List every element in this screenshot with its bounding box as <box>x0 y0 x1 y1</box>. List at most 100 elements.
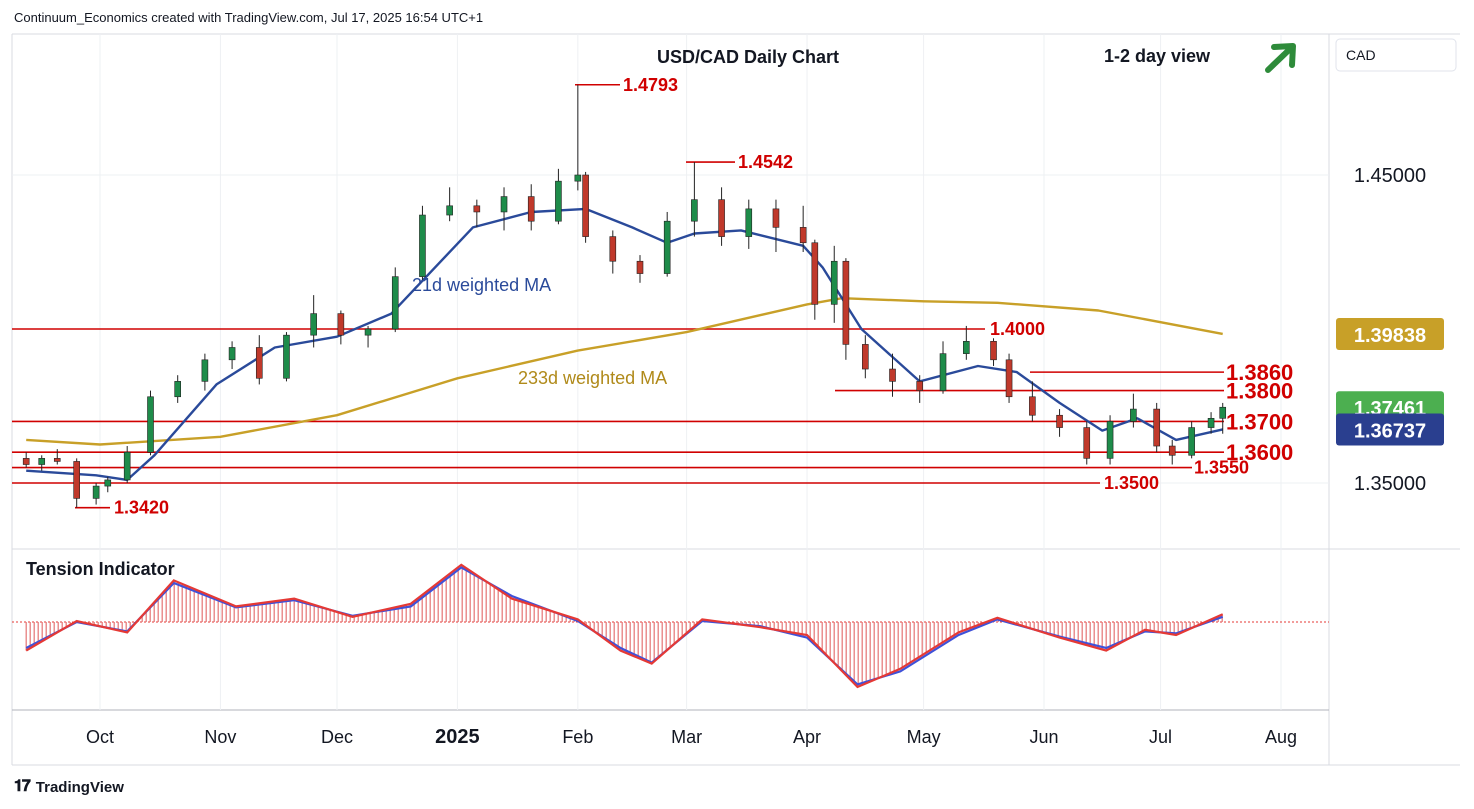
chart-title: USD/CAD Daily Chart <box>657 47 839 67</box>
x-tick-label: Jul <box>1149 727 1172 747</box>
candle-body <box>22 458 30 465</box>
candle-body <box>636 260 644 274</box>
level-label: 1.4000 <box>990 319 1045 339</box>
tension-slow-line <box>25 566 1224 686</box>
up-right-arrow-icon <box>1265 43 1296 73</box>
candle-body <box>446 205 453 216</box>
level-label: 1.4542 <box>738 152 793 172</box>
ma233-path <box>26 297 1223 446</box>
view-label: 1-2 day view <box>1104 46 1211 66</box>
level-label: 1.3860 <box>1226 360 1293 385</box>
y-tick-label: 1.45000 <box>1354 165 1426 187</box>
x-tick-label: Mar <box>671 727 702 747</box>
level-label: 1.3420 <box>114 498 169 518</box>
candles <box>22 84 1227 508</box>
x-tick-label: 2025 <box>435 726 480 748</box>
price-tag-box <box>1336 413 1444 446</box>
level-label: 1.3500 <box>1104 473 1159 493</box>
x-tick-label: Feb <box>562 727 593 747</box>
tension-indicator <box>12 563 1329 689</box>
price-tag-label: 1.39838 <box>1354 325 1426 347</box>
level-label: 1.3600 <box>1226 440 1293 465</box>
candle-body <box>473 205 481 213</box>
candle-body <box>364 328 372 336</box>
candle-body <box>916 381 924 391</box>
candle-body <box>1168 445 1176 456</box>
candle-body <box>201 359 209 382</box>
candle-body <box>990 341 997 361</box>
level-label: 1.4793 <box>623 75 678 95</box>
ma21-annotation: 21d weighted MA <box>412 275 551 295</box>
tension-fast-line <box>25 563 1224 689</box>
tradingview-logo-icon: 𝟏𝟕 <box>14 778 31 795</box>
candle-body <box>555 180 562 222</box>
level-label: 1.3800 <box>1226 379 1293 404</box>
candle-body <box>38 458 46 465</box>
candle-body <box>582 174 589 237</box>
x-tick-label: Apr <box>793 727 821 747</box>
candle-body <box>310 313 317 336</box>
candle-body <box>963 341 970 354</box>
x-tick-label: Jun <box>1030 727 1059 747</box>
candle-body <box>255 347 263 379</box>
level-label: 1.3550 <box>1194 458 1249 478</box>
y-tick-label: 1.35000 <box>1354 473 1426 495</box>
candle-body <box>174 381 181 398</box>
candle-body <box>1056 414 1063 428</box>
x-axis-ticks: Oct Nov Dec 2025 Feb Mar Apr May Jun Jul Aug <box>86 726 1297 748</box>
candle-body <box>73 461 80 499</box>
tension-title: Tension Indicator <box>26 559 175 579</box>
candle-body <box>811 242 819 305</box>
candle-body <box>1207 418 1215 428</box>
candle-body <box>104 479 112 487</box>
y-axis-ticks: 1.45000 1.35000 <box>1354 165 1426 495</box>
ma233-line <box>26 297 1223 446</box>
x-tick-label: May <box>907 727 941 747</box>
level-label: 1.3700 <box>1226 409 1293 434</box>
candle-body <box>830 260 838 305</box>
candle-body <box>1188 427 1195 456</box>
x-tick-label: Dec <box>321 727 353 747</box>
candle-body <box>862 344 869 370</box>
x-tick-label: Oct <box>86 727 114 747</box>
currency-label: CAD <box>1346 47 1376 63</box>
price-tag-box <box>1336 317 1444 350</box>
x-tick-label: Nov <box>204 727 236 747</box>
candle-body <box>123 451 131 481</box>
candle-body <box>527 196 535 222</box>
candle-body <box>1029 396 1036 416</box>
candle-body <box>574 174 582 182</box>
candle-body <box>799 227 807 244</box>
candle-body <box>609 236 617 262</box>
candle-body <box>500 196 508 213</box>
price-tag-label: 1.36737 <box>1354 421 1426 443</box>
candle-body <box>92 485 100 499</box>
candle-body <box>1219 406 1227 419</box>
candle-body <box>419 214 426 277</box>
candle-body <box>53 458 61 462</box>
candle-body <box>283 334 290 379</box>
tradingview-footer[interactable]: 𝟏𝟕 TradingView <box>14 778 124 796</box>
candle-body <box>1005 359 1013 398</box>
candle-body <box>147 396 154 453</box>
ma233-annotation: 233d weighted MA <box>518 368 667 388</box>
candle-body <box>772 208 780 228</box>
candle-body <box>1083 427 1091 459</box>
chart-credit: Continuum_Economics created with Trading… <box>14 10 484 25</box>
candle-body <box>718 199 725 237</box>
x-tick-label: Aug <box>1265 727 1297 747</box>
vertical-gridlines <box>99 34 1282 710</box>
candle-body <box>1153 408 1160 447</box>
candle-body <box>1130 408 1137 422</box>
candle-body <box>842 260 850 345</box>
ma21-path <box>26 207 1223 482</box>
candle-body <box>691 199 698 222</box>
candle-body <box>745 208 753 237</box>
candle-body <box>889 368 896 382</box>
currency-box[interactable] <box>1335 38 1457 72</box>
tradingview-brand: TradingView <box>35 778 124 796</box>
candle-body <box>337 313 345 336</box>
